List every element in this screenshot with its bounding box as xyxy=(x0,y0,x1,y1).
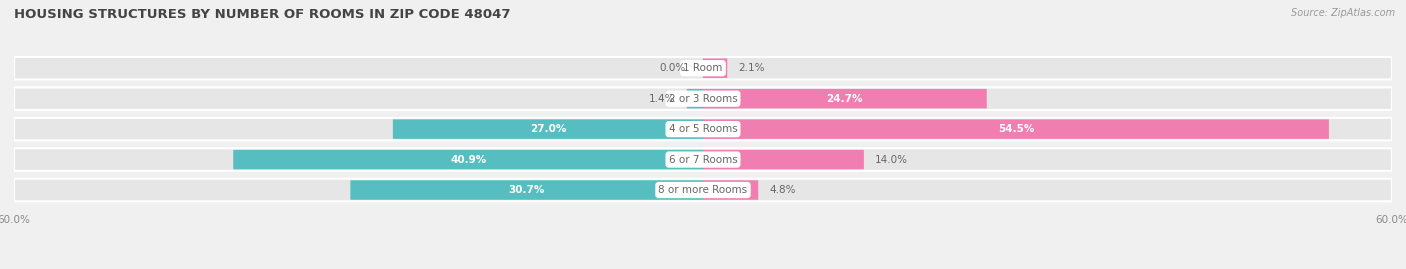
FancyBboxPatch shape xyxy=(703,89,987,108)
Text: 24.7%: 24.7% xyxy=(827,94,863,104)
FancyBboxPatch shape xyxy=(14,179,1392,201)
FancyBboxPatch shape xyxy=(14,118,1392,140)
FancyBboxPatch shape xyxy=(14,87,1392,110)
Text: 27.0%: 27.0% xyxy=(530,124,567,134)
FancyBboxPatch shape xyxy=(233,150,703,169)
Text: 4 or 5 Rooms: 4 or 5 Rooms xyxy=(669,124,737,134)
FancyBboxPatch shape xyxy=(703,150,863,169)
Text: 0.0%: 0.0% xyxy=(659,63,686,73)
Text: 54.5%: 54.5% xyxy=(998,124,1033,134)
FancyBboxPatch shape xyxy=(14,57,1392,79)
FancyBboxPatch shape xyxy=(703,58,727,78)
FancyBboxPatch shape xyxy=(14,148,1392,171)
Text: 8 or more Rooms: 8 or more Rooms xyxy=(658,185,748,195)
Text: 4.8%: 4.8% xyxy=(769,185,796,195)
FancyBboxPatch shape xyxy=(703,180,758,200)
FancyBboxPatch shape xyxy=(703,119,1329,139)
Text: 2.1%: 2.1% xyxy=(738,63,765,73)
FancyBboxPatch shape xyxy=(392,119,703,139)
Text: 40.9%: 40.9% xyxy=(450,155,486,165)
Text: Source: ZipAtlas.com: Source: ZipAtlas.com xyxy=(1291,8,1395,18)
Text: 2 or 3 Rooms: 2 or 3 Rooms xyxy=(669,94,737,104)
Text: 6 or 7 Rooms: 6 or 7 Rooms xyxy=(669,155,737,165)
Text: 1 Room: 1 Room xyxy=(683,63,723,73)
Text: HOUSING STRUCTURES BY NUMBER OF ROOMS IN ZIP CODE 48047: HOUSING STRUCTURES BY NUMBER OF ROOMS IN… xyxy=(14,8,510,21)
Text: 30.7%: 30.7% xyxy=(509,185,546,195)
FancyBboxPatch shape xyxy=(350,180,703,200)
Text: 14.0%: 14.0% xyxy=(875,155,908,165)
FancyBboxPatch shape xyxy=(686,89,703,108)
Text: 1.4%: 1.4% xyxy=(650,94,675,104)
